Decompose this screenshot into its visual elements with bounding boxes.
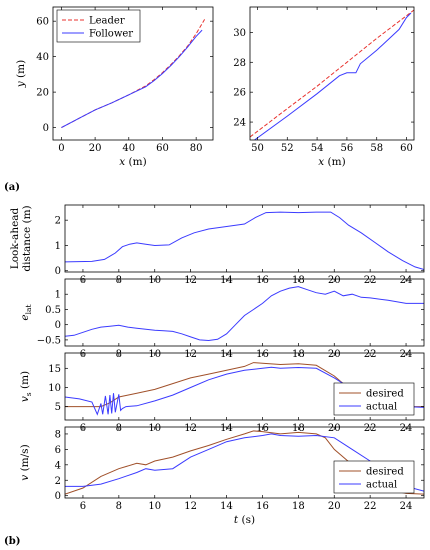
y-tick-label: 40 [36,52,49,63]
x-tick-label: 6 [80,501,86,512]
legend: Leader Follower [56,9,141,43]
y-tick-label: 0 [55,320,61,331]
y-tick-label: 24 [233,118,246,129]
y-tick-label: 1 [55,241,61,252]
x-tick-label: 52 [281,143,294,154]
x-tick-label: 40 [122,143,135,154]
series-line-series-0 [65,211,424,270]
x-tick-label: 20 [89,143,102,154]
legend: desired actual [333,460,415,494]
x-tick-label: 10 [148,501,161,512]
y-tick-label: 26 [233,88,246,99]
y-tick-label: 0 [55,266,61,277]
x-tick-label: 58 [370,143,383,154]
series-line-Follower [254,12,412,140]
x-tick-label: 60 [156,143,169,154]
legend: desired actual [333,382,415,416]
axes-frame [64,278,425,347]
y-tick-label: 1 [55,290,61,301]
axes-frame [64,204,425,273]
series-line-Leader [250,9,414,138]
legend-entry-Leader: Leader [89,16,125,27]
y-axis-label: elat [19,304,33,320]
y-tick-label: 4 [55,460,61,471]
panel-a-left: 0 20 40 60 80 0 20 40 60 x (m) y (m) Leader Follower [15,6,214,168]
axes-frame [52,6,214,141]
y-tick-label: 60 [36,17,49,28]
y-tick-label: 28 [233,58,246,69]
series-line-actual [65,366,424,416]
x-axis-label: x (m) [119,156,146,168]
legend-box [333,382,415,416]
y-tick-label: 2 [55,216,61,227]
y-tick-label: 10 [48,383,61,394]
y-tick-label: 0 [55,491,61,502]
series-line-Follower [61,29,203,129]
series-line-series-0 [65,286,424,342]
y-axis-label: y (m) [15,60,27,88]
y-tick-label: 0 [43,123,49,134]
x-tick-label: 12 [184,501,197,512]
y-tick-label: −0.5 [37,335,61,346]
x-tick-label: 0 [58,143,64,154]
y-axis-label: vs (m) [19,371,33,402]
y-axis-label: v (m/s) [19,444,31,480]
x-tick-label: 22 [364,501,377,512]
axes-frame [249,6,415,141]
x-tick-label: 80 [190,143,203,154]
x-tick-label: 20 [328,501,341,512]
y-axis-label-line: distance (m) [21,205,33,271]
axes-frame [64,352,425,421]
y-tick-label: 30 [233,28,246,39]
panel-label-b: (b) [4,536,20,547]
x-tick-label: 56 [341,143,354,154]
x-tick-label: 60 [400,143,413,154]
y-axis-label-line: Look-ahead [9,207,21,269]
legend-entry-actual: actual [366,480,397,491]
x-tick-label: 54 [311,143,324,154]
x-tick-label: 14 [220,501,233,512]
x-axis-label: t (s) [234,514,255,526]
x-tick-label: 24 [400,501,413,512]
y-tick-label: 6 [55,445,61,456]
y-tick-label: 15 [48,364,61,375]
series-line-actual [65,433,424,492]
y-tick-label: 2 [55,476,61,487]
y-tick-label: 20 [36,88,49,99]
legend-entry-actual: actual [366,402,397,413]
legend-box [333,460,415,494]
axes-frame [64,426,425,499]
y-tick-label: 0.5 [45,305,61,316]
x-tick-label: 16 [256,501,269,512]
x-tick-label: 18 [292,501,305,512]
legend-entry-Follower: Follower [89,29,133,40]
y-tick-label: 5 [55,402,61,413]
x-axis-label: x (m) [318,156,345,168]
legend-entry-desired: desired [366,389,404,400]
legend-box [56,9,141,43]
panel-a-right: 50 52 54 56 58 60 24 26 28 30 x (m) [233,6,415,168]
y-tick-label: 8 [55,429,61,440]
legend-entry-desired: desired [366,467,404,478]
x-tick-label: 8 [116,501,122,512]
x-tick-label: 50 [251,143,264,154]
panel-label-a: (a) [4,182,20,193]
